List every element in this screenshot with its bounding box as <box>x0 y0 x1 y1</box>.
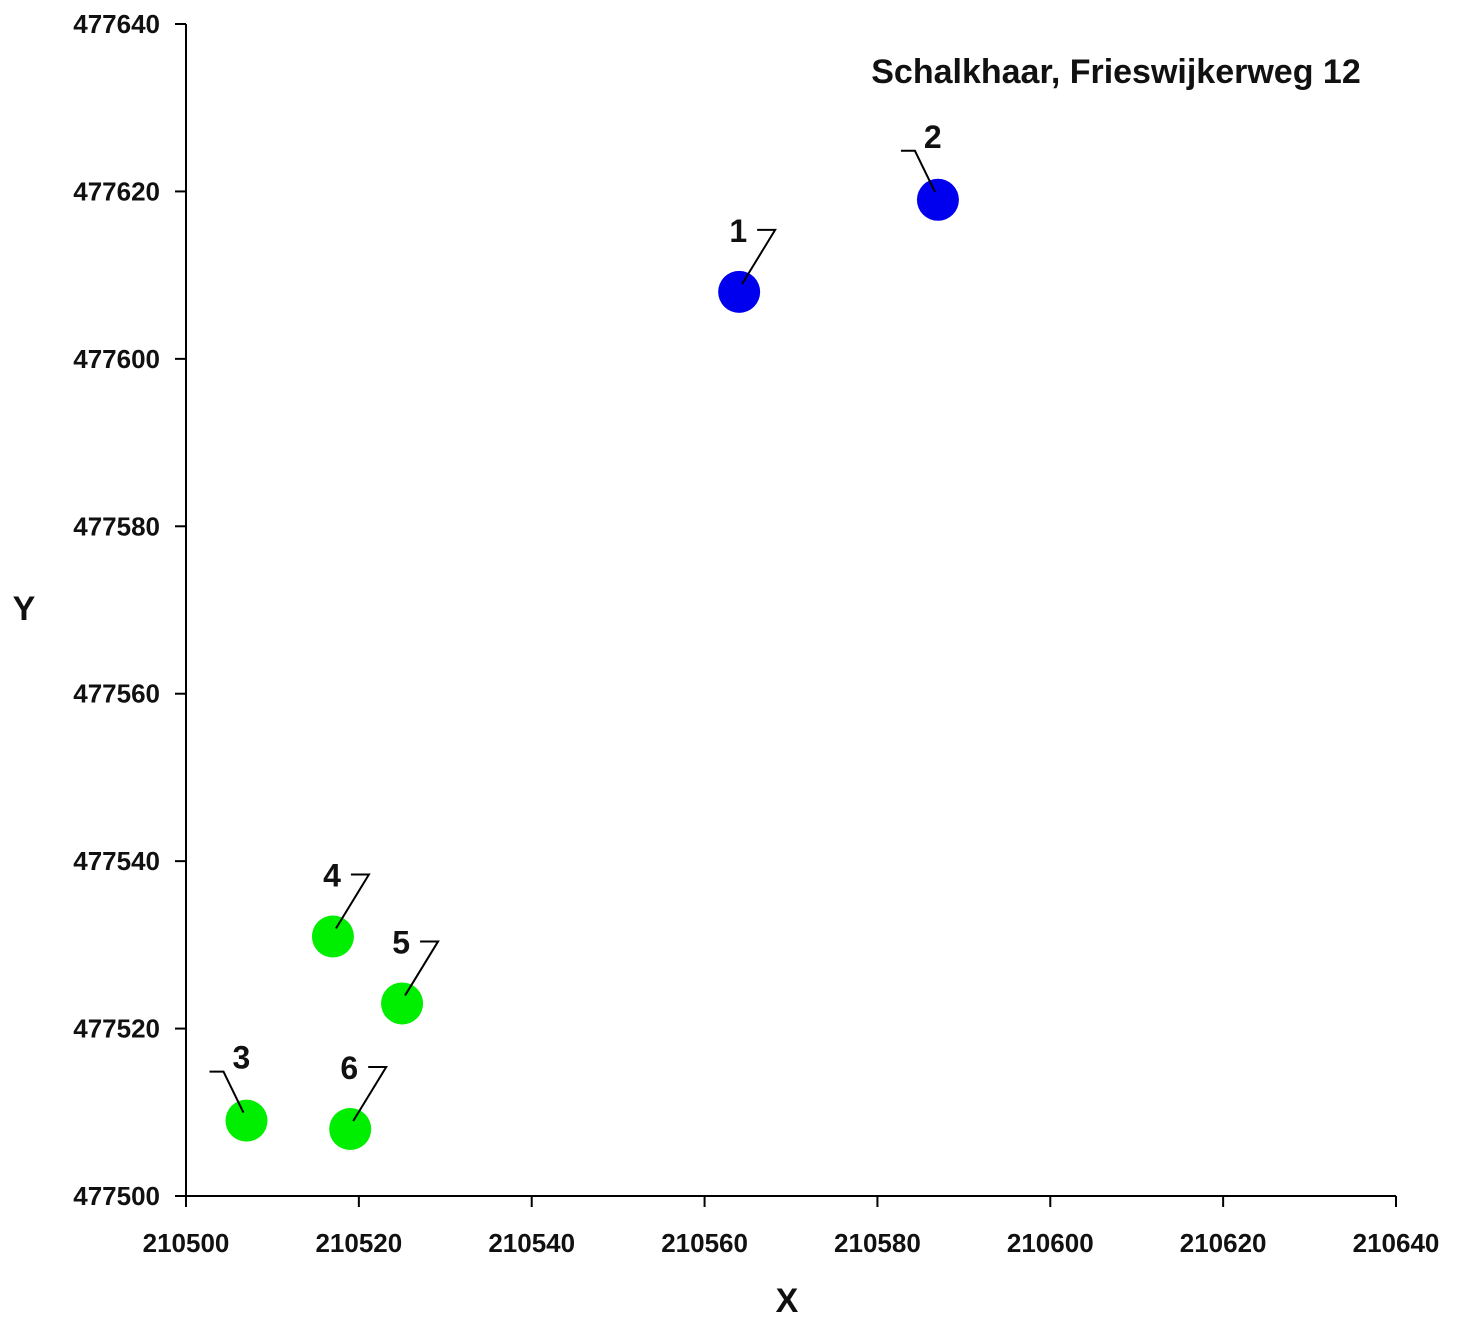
axes: 210500 210520 210540 210560 210580 210600 2106… <box>73 9 1439 1258</box>
point-leader-line <box>352 1066 388 1122</box>
x-tick-label: 210640 <box>1353 1228 1440 1258</box>
data-point <box>225 1099 268 1142</box>
data-point-group: 4 <box>311 857 371 958</box>
point-leader-line <box>404 940 440 996</box>
y-tick-label: 477600 <box>73 344 160 374</box>
data-point <box>329 1108 372 1151</box>
point-label: 6 <box>340 1050 358 1086</box>
data-point <box>916 178 959 221</box>
x-tick-label: 210540 <box>488 1228 575 1258</box>
x-ticks: 210500 210520 210540 210560 210580 210600 2106… <box>143 1196 1440 1258</box>
data-point-group: 2 <box>900 119 959 221</box>
point-leader-line <box>335 873 371 930</box>
x-tick-label: 210500 <box>143 1228 230 1258</box>
point-label: 1 <box>729 213 747 249</box>
y-tick-label: 477580 <box>73 511 160 541</box>
y-tick-label: 477520 <box>73 1014 160 1044</box>
data-point-group: 3 <box>209 1040 268 1142</box>
x-tick-label: 210520 <box>315 1228 402 1258</box>
chart-title: Schalkhaar, Frieswijkerweg 12 <box>871 53 1361 91</box>
y-tick-label: 477500 <box>73 1181 160 1211</box>
point-label: 3 <box>233 1040 251 1076</box>
y-tick-label: 477620 <box>73 176 160 206</box>
data-point <box>311 915 354 958</box>
data-point <box>381 982 424 1025</box>
y-tick-label: 477560 <box>73 679 160 709</box>
x-axis-title: X <box>776 1282 799 1320</box>
x-tick-label: 210620 <box>1180 1228 1267 1258</box>
point-label: 4 <box>323 857 341 893</box>
y-tick-label: 477640 <box>73 9 160 39</box>
point-label: 2 <box>924 119 942 155</box>
point-leader-line <box>741 228 777 285</box>
data-point-group: 6 <box>329 1050 388 1151</box>
y-tick-label: 477540 <box>73 846 160 876</box>
point-leader-line <box>900 149 936 193</box>
x-tick-label: 210580 <box>834 1228 921 1258</box>
x-tick-label: 210560 <box>661 1228 748 1258</box>
data-point-group: 1 <box>718 213 777 313</box>
data-point <box>718 270 761 313</box>
y-ticks: 477500 477520 477540 477560 477580 477600 4776… <box>73 9 186 1211</box>
point-leader-line <box>209 1070 245 1114</box>
y-axis-title: Y <box>13 590 36 628</box>
data-points: 1 2 3 4 5 6 <box>209 119 959 1151</box>
data-point-group: 5 <box>381 924 440 1025</box>
point-label: 5 <box>392 924 410 960</box>
x-tick-label: 210600 <box>1007 1228 1094 1258</box>
